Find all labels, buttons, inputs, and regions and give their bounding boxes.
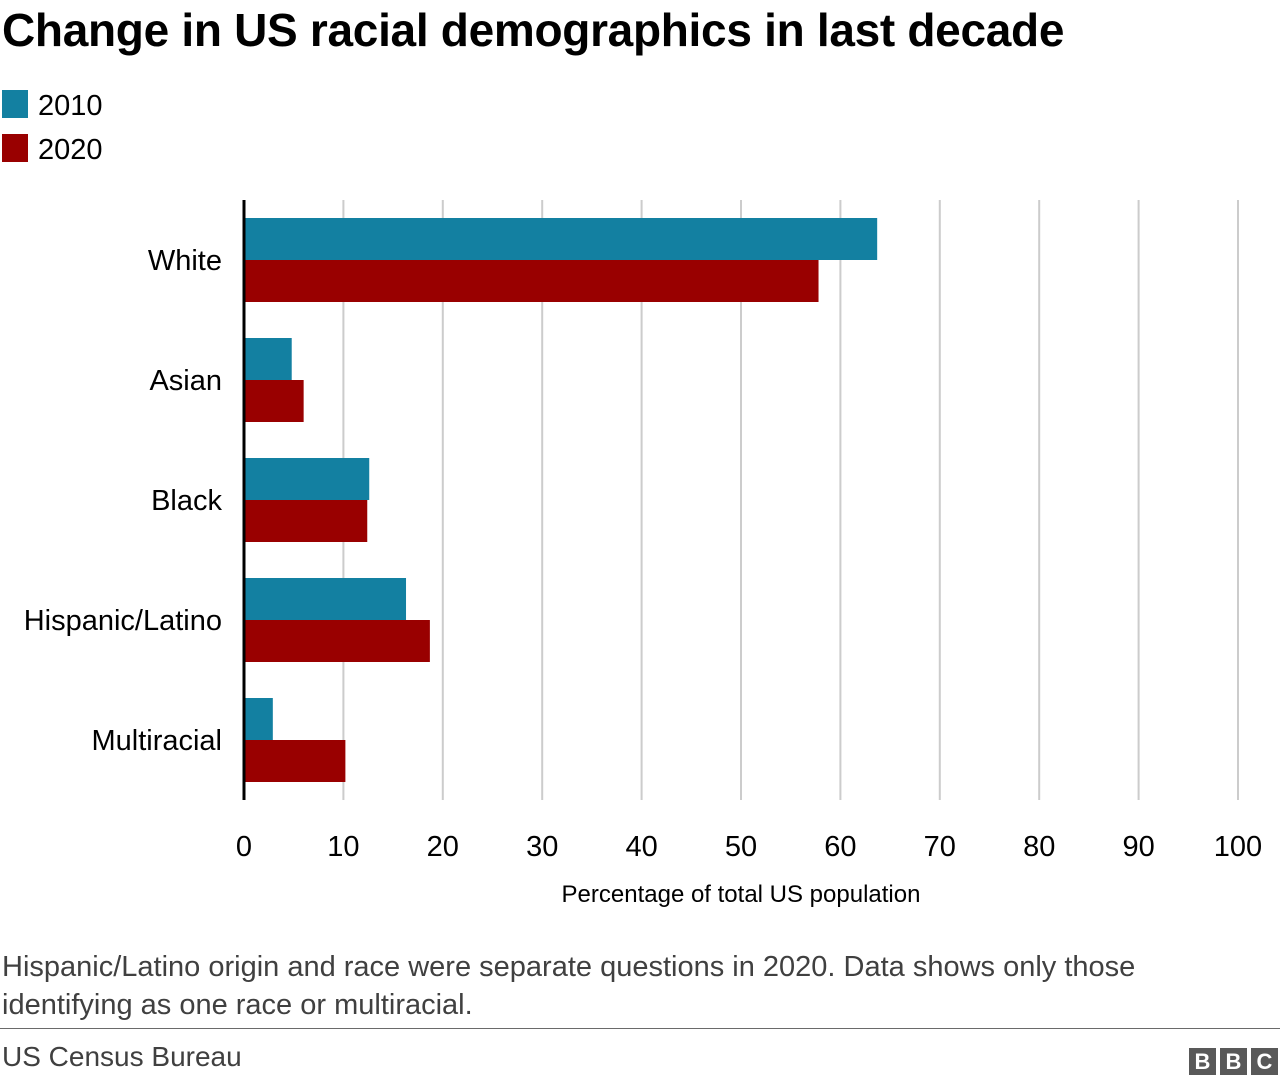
legend-swatch-2020 xyxy=(2,134,28,162)
x-tick-label: 20 xyxy=(427,831,459,863)
bar-2010-white xyxy=(244,218,878,260)
chart-title: Change in US racial demographics in last… xyxy=(2,4,1065,56)
bar-2010-multiracial xyxy=(244,698,273,740)
bar-2020-white xyxy=(244,260,819,302)
bbc-logo: B B C xyxy=(1189,1048,1278,1075)
bar-chart: White Asian Black Hispanic/Latino Multiracia… xyxy=(24,200,1262,908)
x-tick-label: 100 xyxy=(1214,831,1262,863)
bar-2010-black xyxy=(244,458,370,500)
x-tick-label: 70 xyxy=(924,831,956,863)
x-tick-label: 10 xyxy=(327,831,359,863)
category-label: Multiracial xyxy=(91,725,222,757)
bbc-logo-block: B xyxy=(1189,1048,1216,1075)
bbc-logo-block: B xyxy=(1220,1048,1247,1075)
chart-note: Hispanic/Latino origin and race were sep… xyxy=(2,951,1136,1021)
category-label: Hispanic/Latino xyxy=(24,605,222,637)
bar-2020-multiracial xyxy=(244,740,346,782)
footer-divider xyxy=(0,1028,1280,1029)
x-tick-label: 90 xyxy=(1122,831,1154,863)
category-label: Asian xyxy=(149,365,222,397)
x-tick-label: 40 xyxy=(625,831,657,863)
x-tick-label: 80 xyxy=(1023,831,1055,863)
bar-2010-hispanic-latino xyxy=(244,578,407,620)
category-label: White xyxy=(148,245,222,277)
x-tick-label: 50 xyxy=(725,831,757,863)
source-credit: US Census Bureau xyxy=(2,1041,242,1072)
legend-label-2010: 2010 xyxy=(38,90,103,122)
bar-2020-black xyxy=(244,500,368,542)
legend-swatch-2010 xyxy=(2,90,28,118)
x-tick-label: 30 xyxy=(526,831,558,863)
legend-label-2020: 2020 xyxy=(38,134,103,166)
x-tick-label: 0 xyxy=(236,831,252,863)
bar-2020-asian xyxy=(244,380,304,422)
x-tick-label: 60 xyxy=(824,831,856,863)
bar-2020-hispanic-latino xyxy=(244,620,430,662)
bbc-logo-block: C xyxy=(1251,1048,1278,1075)
bar-2010-asian xyxy=(244,338,292,380)
x-axis-title: Percentage of total US population xyxy=(562,881,921,908)
category-label: Black xyxy=(151,485,222,517)
